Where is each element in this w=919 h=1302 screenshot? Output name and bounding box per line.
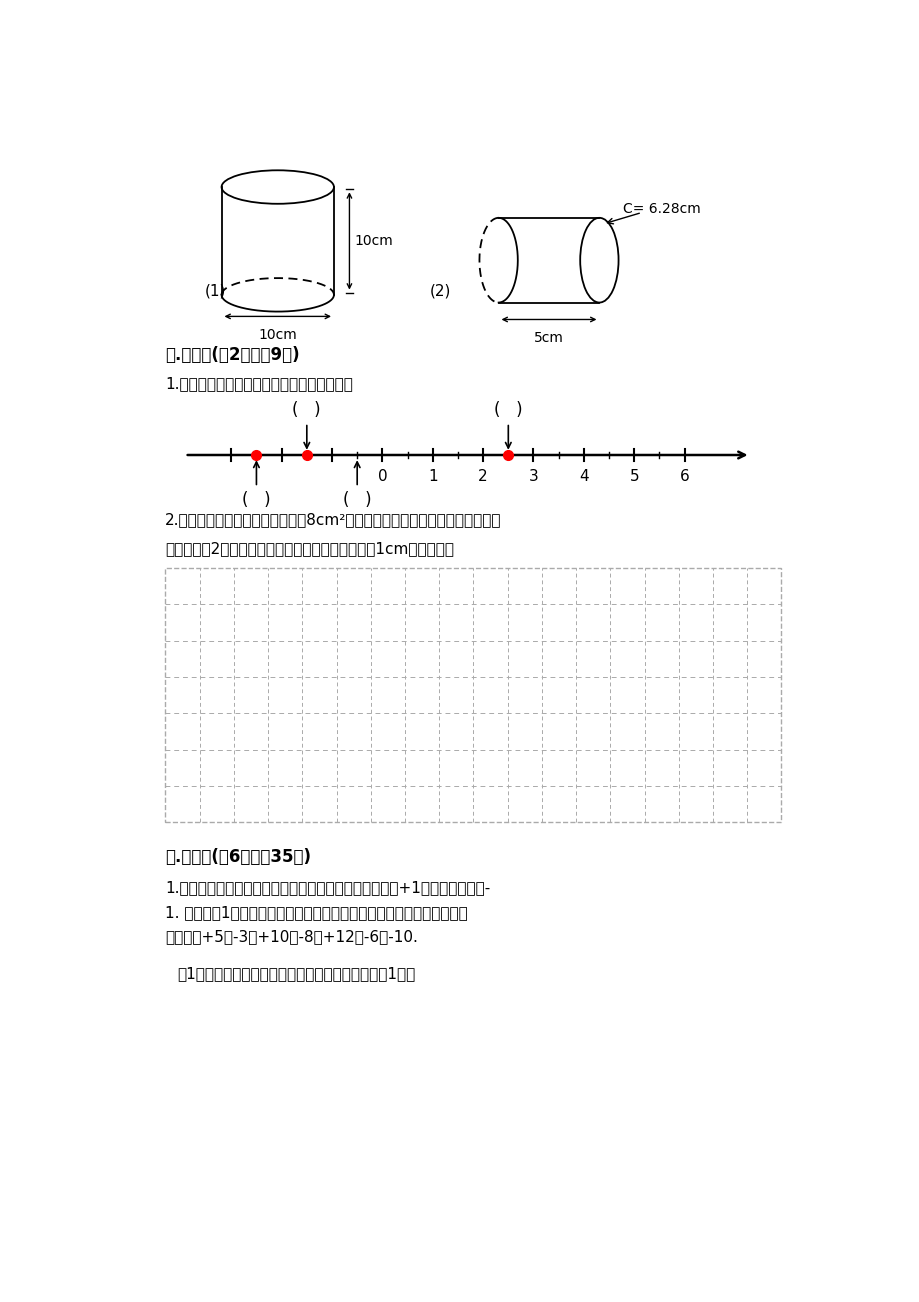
Text: 5: 5 [629, 469, 639, 484]
Text: 4: 4 [578, 469, 588, 484]
Text: 1: 1 [427, 469, 437, 484]
Text: 1.从左到右在括号里填数。（填整数或小数）: 1.从左到右在括号里填数。（填整数或小数） [165, 376, 353, 391]
Text: 1.张老师到我市行政大楼办事，假设乘电梯向上一楼记作+1，向下一楼记作-: 1.张老师到我市行政大楼办事，假设乘电梯向上一楼记作+1，向下一楼记作- [165, 880, 490, 896]
Text: 10cm: 10cm [258, 328, 297, 342]
Text: 六.解答题(共6题，共35分): 六.解答题(共6题，共35分) [165, 848, 311, 866]
Text: (   ): ( ) [494, 401, 522, 419]
Text: (1): (1) [205, 284, 226, 298]
Text: 大到原来的2倍，画出图形。（每个方格代表边长为1cm的正方形）: 大到原来的2倍，画出图形。（每个方格代表边长为1cm的正方形） [165, 542, 454, 556]
Text: 2.在下面的方格纸中画一个面积是8cm²的长方形，再把这个长方形的各边长扩: 2.在下面的方格纸中画一个面积是8cm²的长方形，再把这个长方形的各边长扩 [165, 512, 502, 527]
Text: (   ): ( ) [292, 401, 321, 419]
Text: 3: 3 [528, 469, 538, 484]
Text: C= 6.28cm: C= 6.28cm [622, 202, 699, 216]
Text: 5cm: 5cm [534, 331, 563, 345]
Text: 2: 2 [478, 469, 487, 484]
Text: 10cm: 10cm [354, 234, 392, 247]
Text: (2): (2) [429, 284, 450, 298]
Bar [165, 568, 780, 823]
Text: (   ): ( ) [343, 491, 371, 509]
Text: （1）请通过计算说明李老师最后是否回到了出发地1楼？: （1）请通过计算说明李老师最后是否回到了出发地1楼？ [176, 966, 414, 982]
Text: 五.作图题(共2题，共9分): 五.作图题(共2题，共9分) [165, 346, 300, 363]
Text: 位：层）+5，-3，+10，-8，+12，-6，-10.: 位：层）+5，-3，+10，-8，+12，-6，-10. [165, 930, 418, 944]
Text: 6: 6 [679, 469, 688, 484]
Text: 1. 张老师从1楼（即地面楼层）出发，电梯上下楼层依次记录如下：（单: 1. 张老师从1楼（即地面楼层）出发，电梯上下楼层依次记录如下：（单 [165, 905, 468, 921]
Text: (   ): ( ) [242, 491, 270, 509]
Text: 0: 0 [377, 469, 387, 484]
